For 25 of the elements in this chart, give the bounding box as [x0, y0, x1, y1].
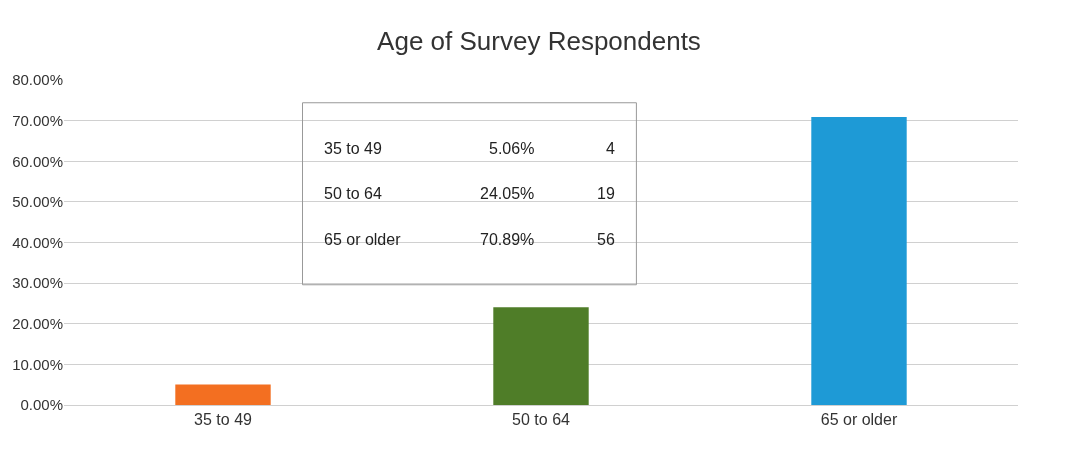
annotation: 24.05% [480, 185, 535, 202]
y-tick-label: 30.00% [12, 274, 63, 292]
x-tick-label: 35 to 49 [194, 411, 253, 429]
bar [175, 384, 271, 405]
chart-title: Age of Survey Respondents [377, 26, 701, 57]
y-tick-label: 20.00% [12, 315, 63, 332]
bar [493, 307, 589, 405]
y-tick-label: 80.00% [12, 71, 63, 89]
y-tick-label: 60.00% [12, 152, 63, 170]
annotation: 50 to 64 [324, 185, 382, 202]
y-tick-label: 0.00% [20, 396, 63, 414]
bar [811, 117, 907, 405]
annotation: 5.06% [489, 140, 535, 157]
y-tick-label: 40.00% [12, 233, 63, 251]
annotation: 4 [606, 140, 615, 157]
x-tick-label: 50 to 64 [512, 411, 571, 429]
annotation: 56 [597, 231, 615, 248]
annotation: 70.89% [480, 231, 535, 248]
y-tick-label: 10.00% [12, 355, 63, 373]
annotation: 19 [597, 185, 615, 202]
x-tick-label: 65 or older [820, 411, 898, 429]
y-tick-label: 70.00% [12, 111, 63, 129]
annotation: 65 or older [324, 231, 402, 248]
y-tick-label: 50.00% [12, 193, 63, 211]
annotation: 35 to 49 [324, 140, 382, 157]
